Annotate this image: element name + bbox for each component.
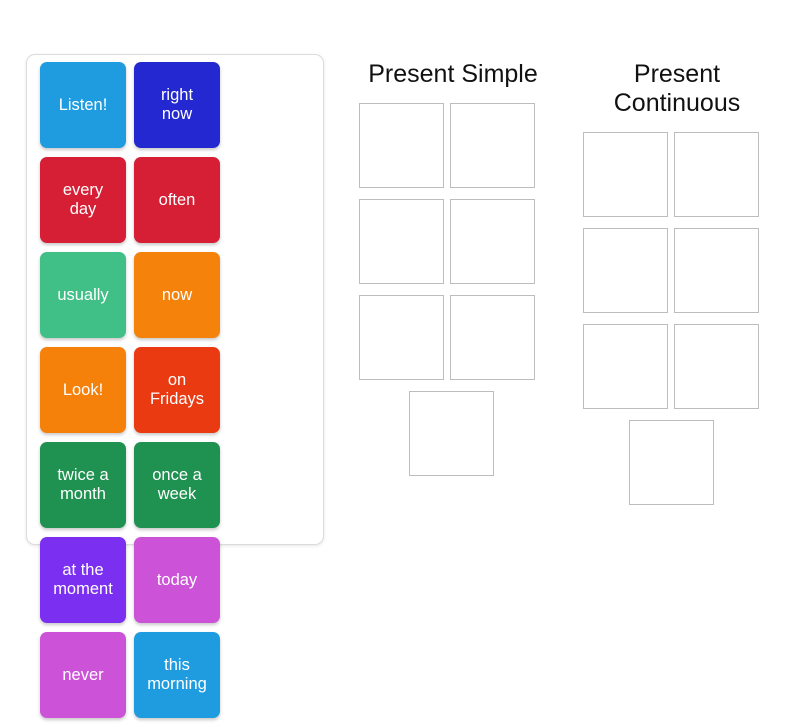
drop-slot[interactable] [583,132,668,217]
drop-slot[interactable] [450,199,535,284]
drop-slot[interactable] [359,199,444,284]
category-column-present-simple: Present Simple [350,60,556,487]
word-tile[interactable]: twice a month [40,442,126,528]
drop-slot[interactable] [674,228,759,313]
drop-slot-grid [350,103,556,487]
word-tile-label: never [62,665,104,684]
word-tile-label: this morning [147,656,207,693]
tile-grid: Listen! right now every day often usually now… [36,62,316,727]
category-title: Present Continuous [613,60,741,117]
word-tile[interactable]: now [134,252,220,338]
word-tile[interactable]: right now [134,62,220,148]
word-tile-label: often [158,190,196,209]
word-tile[interactable]: every day [40,157,126,243]
drop-slot[interactable] [583,324,668,409]
word-tile-label: today [156,570,198,589]
word-tile[interactable]: Listen! [40,62,126,148]
word-tile[interactable]: often [134,157,220,243]
word-tile[interactable]: on Fridays [134,347,220,433]
word-tile-label: once a week [152,466,202,503]
word-tile[interactable]: today [134,537,220,623]
drop-slot[interactable] [359,295,444,380]
word-tile-label: usually [57,285,109,304]
drop-slot[interactable] [359,103,444,188]
word-tile-tray: Listen! right now every day often usually now… [26,54,324,718]
word-tile-label: right now [160,86,194,123]
category-title: Present Simple [368,60,538,88]
drop-slot[interactable] [629,420,714,505]
word-tile-label: at the moment [53,561,113,598]
word-tile[interactable]: this morning [134,632,220,718]
category-column-present-continuous: Present Continuous [580,60,774,516]
drop-slot[interactable] [674,132,759,217]
activity-canvas: Listen! right now every day often usually now… [26,54,774,718]
word-tile-label: every day [62,181,104,218]
word-tile-label: Look! [62,380,104,399]
word-tile-label: Listen! [58,95,108,114]
drop-slot[interactable] [450,295,535,380]
drop-slot[interactable] [583,228,668,313]
word-tile-label: twice a month [57,466,109,503]
word-tile[interactable]: usually [40,252,126,338]
drop-slot[interactable] [450,103,535,188]
drop-slot[interactable] [409,391,494,476]
word-tile-label: now [161,285,193,304]
word-tile[interactable]: never [40,632,126,718]
drop-slot-grid [580,132,774,516]
word-tile-label: on Fridays [149,371,205,408]
word-tile[interactable]: at the moment [40,537,126,623]
drop-slot[interactable] [674,324,759,409]
word-tile[interactable]: once a week [134,442,220,528]
word-tile[interactable]: Look! [40,347,126,433]
